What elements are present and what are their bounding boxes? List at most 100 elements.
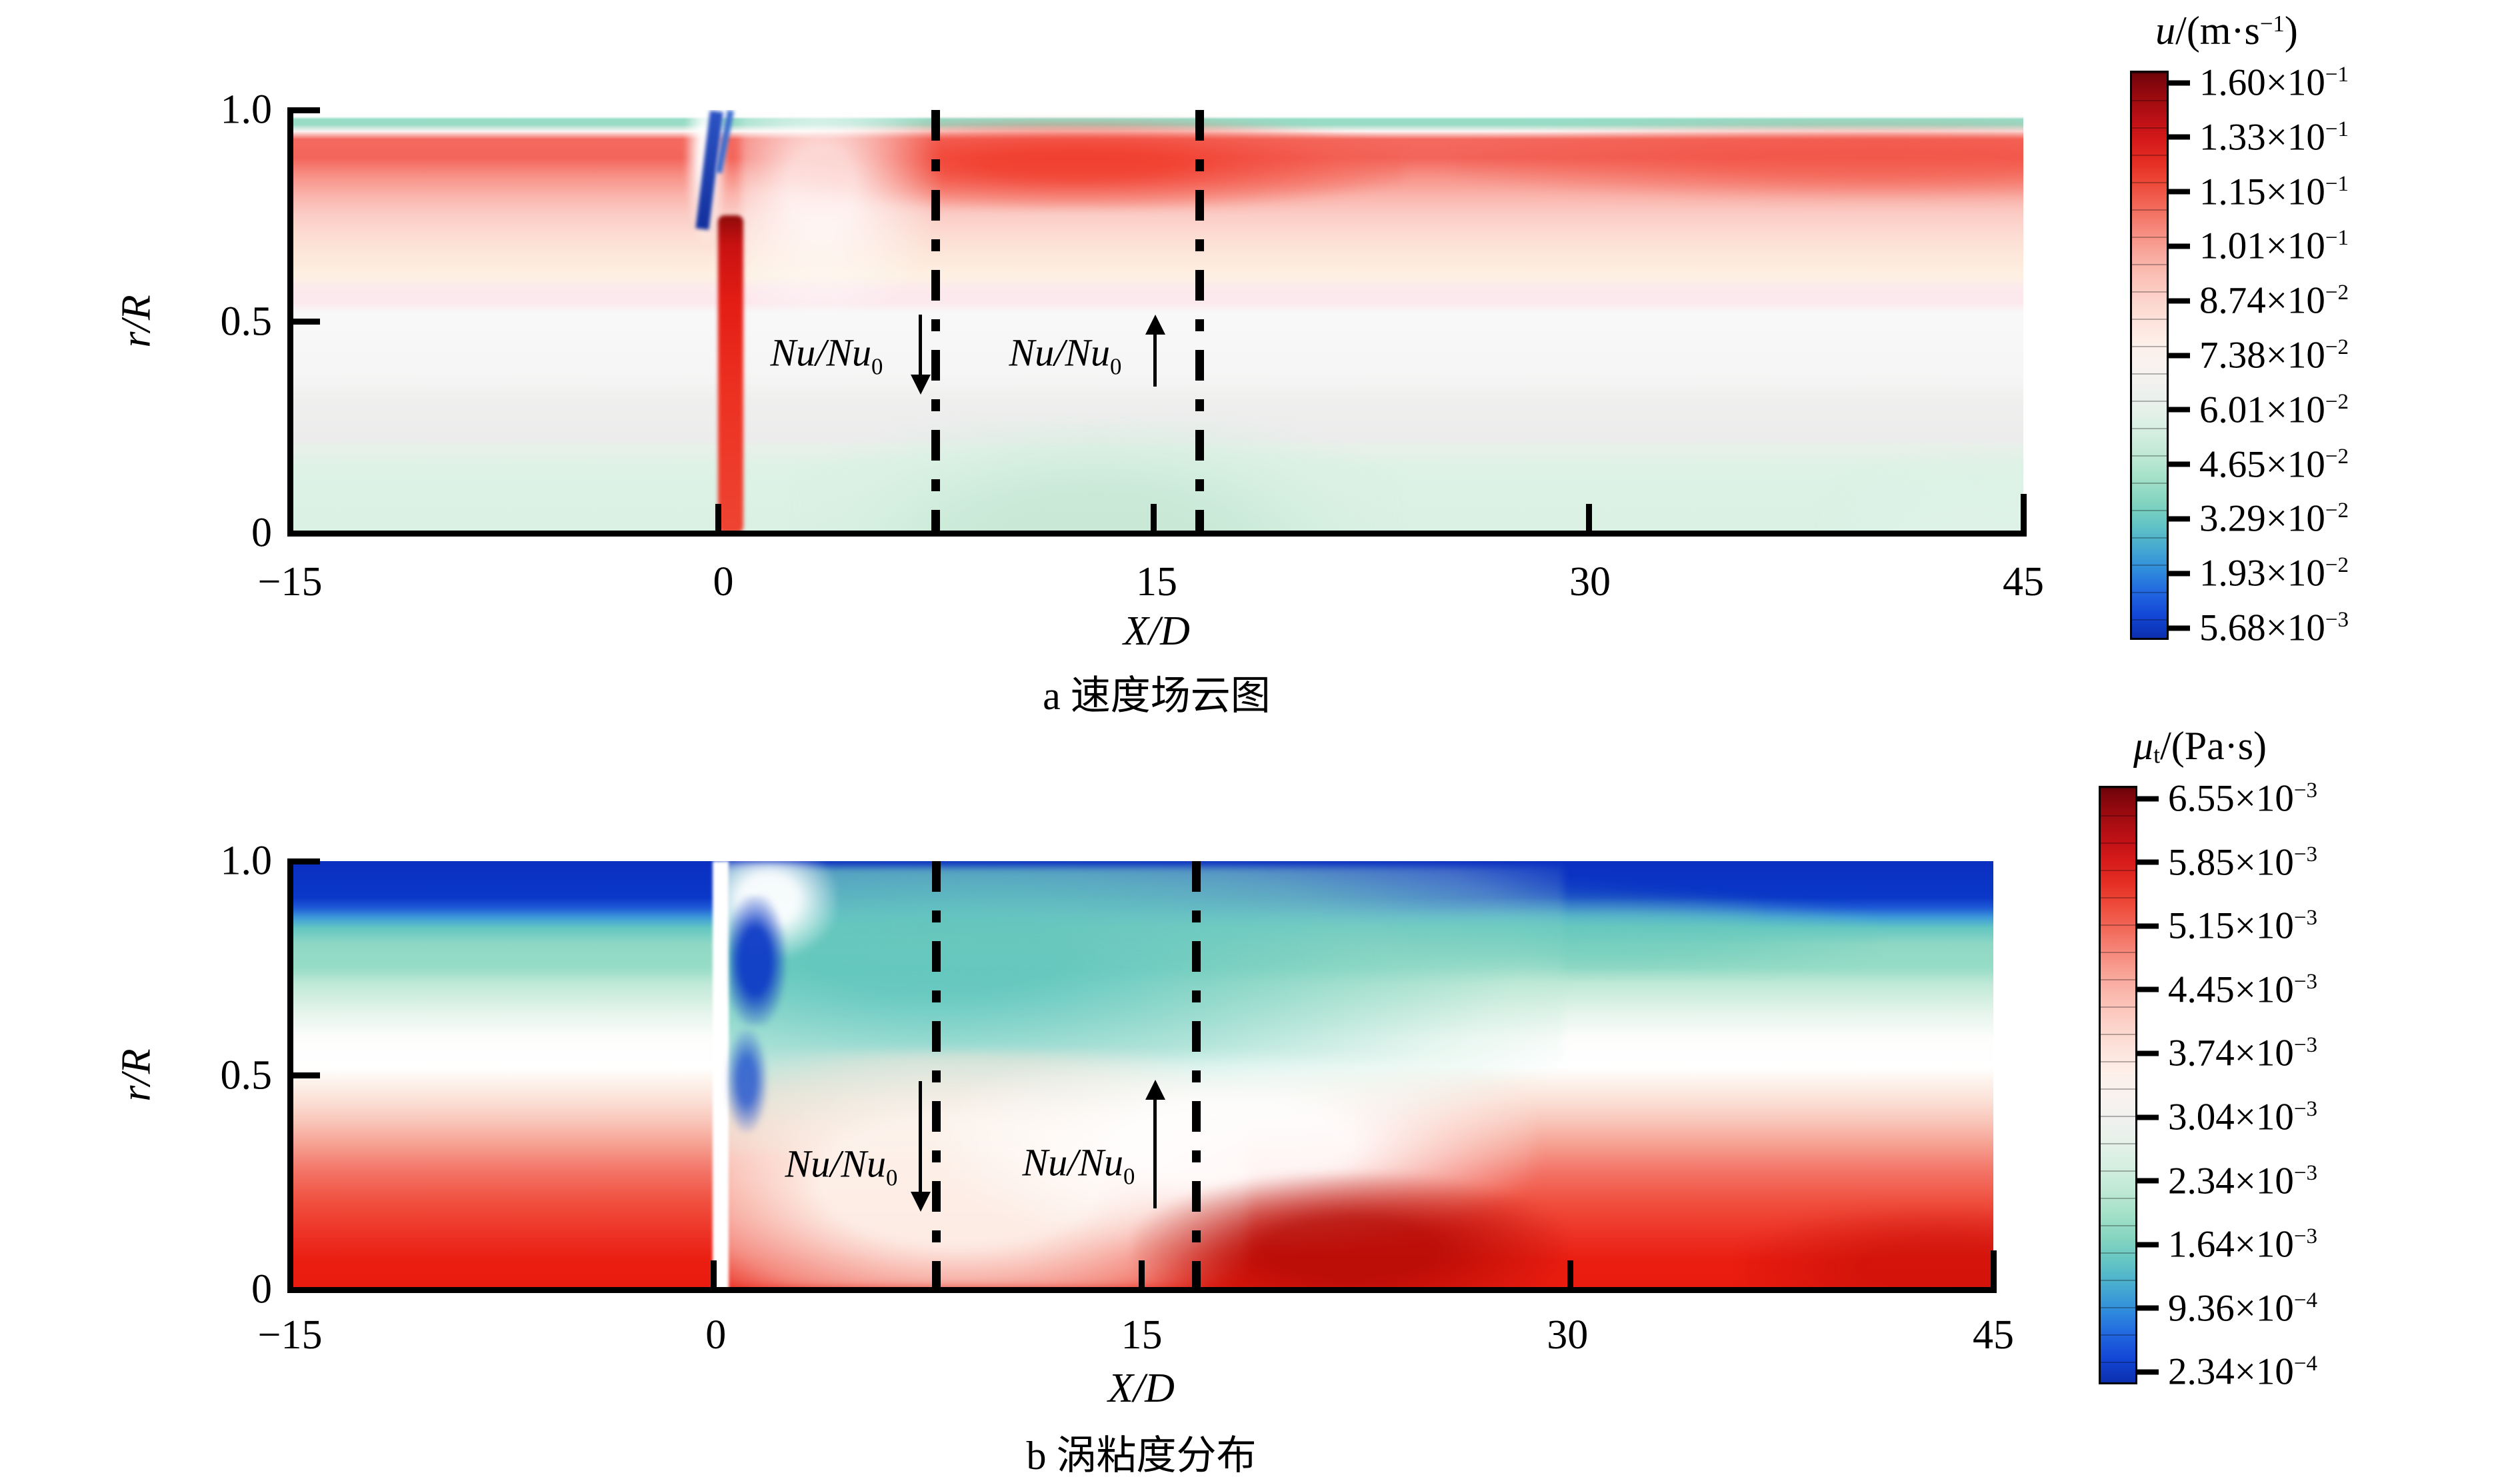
- colorbar-label-row: 5.15×10−3: [2137, 904, 2317, 948]
- times-ten: ×10: [2265, 607, 2325, 649]
- colorbar-label-row: 1.33×10−1: [2169, 115, 2349, 159]
- exponent: −2: [2325, 444, 2349, 469]
- x-axis-title-a: X/D: [1123, 609, 1190, 654]
- colorbar-value: 3.29×10−2: [2199, 497, 2349, 541]
- annotation-nu-increase-b: Nu/Nu0: [1023, 1140, 1135, 1190]
- colorbar-label-row: 6.01×10−2: [2169, 388, 2349, 431]
- colorbar-tick-mark: [2169, 134, 2190, 140]
- colorbar-value: 3.04×10−3: [2168, 1096, 2317, 1139]
- x-tick-label: 30: [1547, 1312, 1588, 1359]
- x-tick-label: −15: [258, 559, 323, 606]
- tick-value: 45: [2003, 559, 2044, 605]
- colorbar-value: 3.74×10−3: [2168, 1032, 2317, 1075]
- exponent: −2: [2325, 499, 2349, 523]
- times-ten: ×10: [2265, 334, 2325, 377]
- y-axis-title-b: r/R: [113, 1048, 159, 1102]
- unit-text: /(Pa·s): [2160, 724, 2267, 768]
- times-ten: ×10: [2265, 279, 2325, 322]
- colorbar-title-velocity: u/(m·s−1): [2040, 8, 2413, 54]
- x-axis-title-b: X/D: [1108, 1366, 1175, 1411]
- mantissa: 1.93: [2199, 552, 2266, 595]
- jet-red-column: [718, 215, 743, 533]
- y-tick-1.0-b: [293, 858, 320, 864]
- times-ten: ×10: [2265, 389, 2325, 431]
- colorbar-label-row: 4.45×10−3: [2137, 968, 2317, 1011]
- colorbar-value: 6.55×10−3: [2168, 777, 2317, 820]
- y-axis-title-a: r/R: [113, 295, 159, 348]
- annotation-sub: 0: [871, 353, 883, 380]
- y-tick-0.5-a: [293, 319, 320, 325]
- colorbar-label-row: 2.34×10−3: [2137, 1159, 2317, 1202]
- colorbar-title-viscosity: μt/(Pa·s): [2013, 723, 2387, 769]
- dashdot-line-x8-panel-a: [931, 110, 940, 533]
- colorbar-value: 1.93×10−2: [2199, 552, 2349, 595]
- tick-value: 1.0: [220, 87, 273, 133]
- colorbar-tick-mark: [2169, 516, 2190, 522]
- colorbar-label-row: 1.93×10−2: [2169, 552, 2349, 595]
- x-axis-spine-a: [287, 531, 2027, 537]
- times-ten: ×10: [2265, 61, 2325, 104]
- times-ten: ×10: [2265, 497, 2325, 540]
- tick-value: −15: [257, 1312, 323, 1358]
- colorbar-label-row: 3.29×10−2: [2169, 497, 2349, 541]
- colorbar-velocity: [2130, 71, 2169, 640]
- max-viscosity-blob-right: [1743, 1208, 1993, 1290]
- colorbar-value: 6.01×10−2: [2199, 388, 2349, 431]
- tick-value: 0: [705, 1312, 727, 1358]
- low-velocity-core-blob: [797, 422, 1397, 533]
- mantissa: 9.36: [2168, 1287, 2235, 1330]
- colorbar-tick-mark: [2169, 461, 2190, 467]
- exponent: −2: [2325, 281, 2349, 305]
- tick-value: 15: [1136, 559, 1177, 605]
- exponent: −3: [2293, 1160, 2318, 1185]
- exponent: −1: [2325, 63, 2349, 87]
- colorbar-label-row: 7.38×10−2: [2169, 334, 2349, 377]
- colorbar-tick-mark: [2137, 923, 2159, 929]
- exponent: −4: [2293, 1352, 2318, 1376]
- annotation-sub: 0: [886, 1164, 898, 1191]
- colorbar-value: 5.85×10−3: [2168, 840, 2317, 884]
- colorbar-label-row: 1.60×10−1: [2169, 61, 2349, 105]
- colorbar-label-row: 2.34×10−4: [2137, 1350, 2317, 1394]
- x-tick-0-a: [715, 504, 721, 531]
- times-ten: ×10: [2265, 225, 2325, 267]
- colorbar-tick-mark: [2169, 298, 2190, 304]
- times-ten: ×10: [2234, 1032, 2294, 1074]
- colorbar-tick-mark: [2169, 353, 2190, 358]
- tick-value: 15: [1121, 1312, 1163, 1358]
- tick-value: 0: [713, 559, 734, 605]
- colorbar-label-row: 5.85×10−3: [2137, 840, 2317, 884]
- tick-value: 0: [251, 510, 272, 556]
- high-velocity-wall-lobe-2: [1457, 123, 2023, 200]
- times-ten: ×10: [2234, 777, 2294, 820]
- low-velocity-blob-right: [1817, 453, 2023, 533]
- x-tick-30-a: [1586, 504, 1592, 531]
- colorbar-tick-mark: [2137, 1369, 2159, 1375]
- dashdot-line-x17-panel-a: [1195, 110, 1204, 533]
- mantissa: 2.34: [2168, 1160, 2235, 1202]
- exponent: −3: [2293, 842, 2318, 866]
- mantissa: 3.74: [2168, 1032, 2235, 1074]
- mantissa: 1.64: [2168, 1223, 2235, 1266]
- colorbar-tick-mark: [2137, 1242, 2159, 1248]
- x-tick-0-b: [711, 1260, 717, 1287]
- colorbar-tick-mark: [2137, 1050, 2159, 1056]
- x-tick-label: 30: [1569, 559, 1611, 606]
- plot-a-velocity-contour: [290, 110, 2023, 533]
- colorbar-label-row: 6.55×10−3: [2137, 777, 2317, 820]
- mantissa: 4.45: [2168, 968, 2235, 1011]
- tick-value: 0.5: [220, 1052, 273, 1098]
- exponent: −3: [2293, 1097, 2318, 1122]
- y-tick-label: 0.5: [152, 1052, 273, 1099]
- exponent: −2: [2325, 335, 2349, 360]
- tick-value: 45: [1973, 1312, 2014, 1358]
- colorbar-value: 4.65×10−2: [2199, 443, 2349, 486]
- x-tick-label: 45: [2003, 559, 2044, 606]
- times-ten: ×10: [2234, 1287, 2294, 1330]
- annotation-text: Nu/Nu: [1009, 331, 1111, 375]
- tick-value: 0: [251, 1266, 272, 1312]
- colorbar-label-row: 1.15×10−1: [2169, 170, 2349, 213]
- colorbar-value: 2.34×10−3: [2168, 1159, 2317, 1202]
- tick-value: 30: [1569, 559, 1611, 605]
